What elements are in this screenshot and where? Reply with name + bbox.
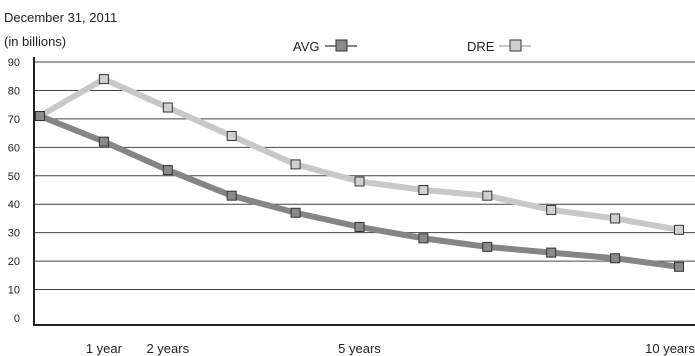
y-tick-labels: 0 10 20 30 40 50 60 70 80 90 (8, 57, 20, 325)
legend-label-dre: DRE (467, 39, 495, 54)
data-point-dre (418, 185, 429, 195)
legend-marker-avg (335, 39, 348, 52)
data-point-dre (610, 213, 621, 224)
data-point-avg (35, 111, 45, 122)
x-tick-label: 2 years (146, 341, 189, 356)
data-point-dre (354, 176, 365, 187)
chart-subtitle: (in billions) (4, 34, 66, 49)
legend-marker-dre (509, 39, 522, 52)
chart-title: December 31, 2011 (4, 10, 117, 25)
y-tick-label: 50 (8, 171, 20, 183)
legend-item-avg: AVG (293, 39, 357, 54)
data-point-dre (162, 102, 173, 113)
data-point-dre (546, 204, 557, 215)
data-point-avg (674, 261, 684, 272)
data-point-avg (98, 136, 109, 147)
legend-item-dre: DRE (467, 39, 531, 54)
data-point-dre (226, 130, 237, 141)
y-tick-label: 80 (8, 85, 20, 97)
x-tick-label: 10 years (645, 341, 695, 356)
data-point-avg (546, 247, 557, 258)
data-point-dre (482, 190, 493, 201)
grid-lines (34, 61, 695, 291)
y-tick-label: 40 (8, 199, 20, 211)
legend: AVG DRE (293, 39, 531, 54)
legend-label-avg: AVG (293, 39, 320, 54)
series-line-avg (37, 113, 682, 270)
data-point-dre (290, 159, 301, 170)
data-point-dre (674, 224, 684, 235)
data-point-avg (610, 253, 621, 264)
data-point-avg (162, 165, 173, 176)
y-tick-label: 60 (8, 142, 20, 154)
data-point-avg (482, 241, 493, 252)
data-point-dre (98, 74, 109, 85)
y-tick-label: 90 (8, 57, 20, 69)
series-group (35, 74, 684, 272)
data-point-avg (226, 190, 237, 201)
y-tick-label: 0 (14, 313, 20, 325)
y-tick-label: 10 (8, 285, 20, 297)
data-point-avg (290, 207, 301, 218)
y-tick-label: 70 (8, 114, 20, 126)
x-tick-label: 1 year (86, 341, 123, 356)
y-tick-label: 20 (8, 256, 20, 268)
data-point-avg (418, 233, 429, 244)
x-tick-labels: 1 year 2 years 5 years 10 years (86, 341, 695, 356)
y-tick-label: 30 (8, 228, 20, 240)
data-point-avg (354, 221, 365, 232)
x-tick-label: 5 years (338, 341, 381, 356)
